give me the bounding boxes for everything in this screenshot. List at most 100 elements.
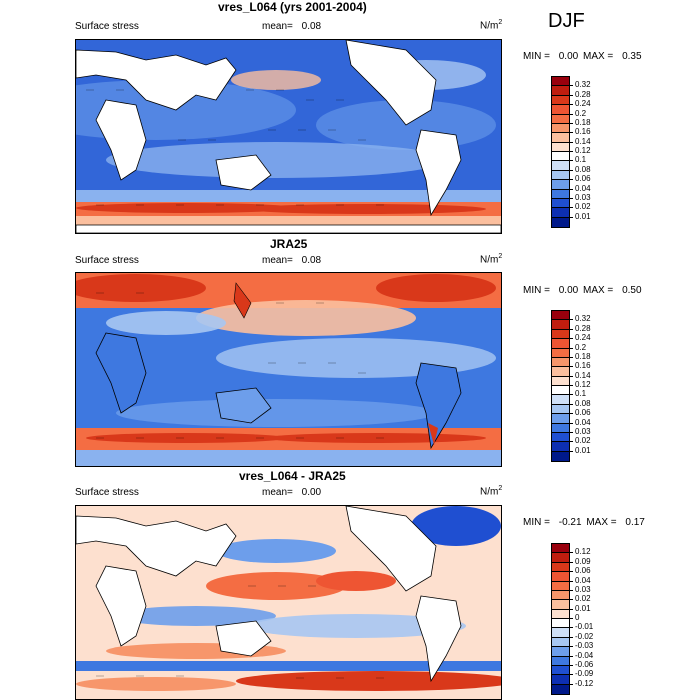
colorbar-tick-label: -0.12 (575, 678, 594, 688)
panel-1-max-label: MAX = (582, 51, 614, 62)
panel-2-title: JRA25 (270, 237, 308, 251)
colorbar-segment (552, 77, 569, 87)
panel-3-min-label: MIN = (523, 517, 550, 528)
colorbar-segment (552, 637, 569, 648)
colorbar-tick-mark (569, 580, 573, 582)
colorbar-tick-mark (569, 328, 573, 330)
colorbar-tick-label: 0.04 (575, 575, 591, 585)
colorbar-tick-label: 0.04 (575, 417, 591, 427)
colorbar-tick-mark (569, 113, 573, 115)
colorbar-segment (552, 142, 569, 152)
colorbar-segment (552, 451, 569, 461)
panel-3-max-label: MAX = (586, 517, 617, 528)
colorbar-tick-label: 0.04 (575, 183, 591, 193)
colorbar-tick-mark (569, 552, 573, 554)
colorbar-segment (552, 432, 569, 443)
colorbar-segment (552, 665, 569, 676)
colorbar-tick-mark (569, 422, 573, 424)
panel-1-map (75, 39, 502, 234)
colorbar-tick-mark (569, 441, 573, 443)
panel-2-map (75, 272, 502, 467)
colorbar-segment (552, 311, 569, 321)
panel-1-title: vres_L064 (yrs 2001-2004) (218, 0, 367, 14)
colorbar-tick-mark (569, 627, 573, 629)
panel-2-mean-value: 0.08 (301, 255, 322, 266)
colorbar-tick-mark (569, 571, 573, 573)
colorbar-tick-mark (569, 655, 573, 657)
colorbar-tick-mark (569, 216, 573, 218)
colorbar-tick-mark (569, 385, 573, 386)
colorbar-segment (552, 133, 569, 143)
panel-2-min-value: 0.00 (558, 285, 579, 296)
panel-3-map (75, 505, 502, 700)
colorbar-tick-label: 0.28 (575, 323, 591, 333)
panel-3-colorbar (551, 543, 570, 695)
panel-3-mean-value: 0.00 (301, 487, 322, 498)
colorbar-segment (552, 86, 569, 96)
panel-1-mean-value: 0.08 (301, 21, 322, 32)
panel-1-mean-label: mean= (262, 21, 293, 32)
colorbar-tick-mark (569, 319, 573, 321)
colorbar-tick-mark (569, 394, 573, 396)
colorbar-tick-label: 0.1 (575, 155, 587, 165)
panel-3-variable-label: Surface stress (75, 487, 139, 498)
panel-3-title: vres_L064 - JRA25 (239, 469, 346, 483)
panel-1-mean: mean= 0.08 (262, 21, 321, 32)
panel-3-min-value: -0.21 (558, 517, 582, 528)
colorbar-segment (552, 386, 569, 396)
colorbar-tick-mark (569, 338, 573, 340)
colorbar-segment (552, 114, 569, 124)
panel-2-units-exp: 2 (498, 253, 503, 260)
colorbar-tick-label: 0.16 (575, 361, 591, 371)
colorbar-tick-mark (569, 646, 573, 648)
colorbar-tick-mark (569, 589, 573, 591)
colorbar-tick-mark (569, 413, 573, 415)
colorbar-segment (552, 161, 569, 171)
panel-1-map-field (76, 40, 501, 233)
colorbar-segment (552, 217, 569, 227)
panel-1-variable-label: Surface stress (75, 21, 139, 32)
panel-1-units: N/m2 (480, 19, 502, 31)
colorbar-tick-mark (569, 169, 573, 171)
colorbar-tick-mark (569, 683, 573, 685)
colorbar-segment (552, 600, 569, 610)
colorbar-segment (552, 647, 569, 657)
colorbar-segment (552, 198, 569, 209)
panel-3-units-base: N/m (480, 486, 499, 498)
colorbar-segment (552, 684, 569, 694)
colorbar-segment (552, 442, 569, 452)
colorbar-tick-label: 0 (575, 613, 580, 622)
colorbar-tick-label: 0.24 (575, 99, 591, 109)
colorbar-tick-label: -0.03 (575, 641, 594, 651)
colorbar-tick-mark (569, 122, 573, 124)
panel-3-units-exp: 2 (498, 485, 503, 492)
colorbar-tick-label: 0.03 (575, 426, 591, 436)
colorbar-tick-mark (569, 366, 573, 368)
colorbar-tick-label: 0.2 (575, 108, 587, 118)
colorbar-tick-mark (569, 403, 573, 405)
colorbar-tick-label: 0.12 (575, 380, 591, 389)
colorbar-tick-mark (569, 347, 573, 349)
panel-2-mean-label: mean= (262, 255, 293, 266)
panel-2-variable-label: Surface stress (75, 255, 139, 266)
colorbar-segment (552, 123, 569, 134)
colorbar-tick-mark (569, 618, 573, 619)
colorbar-tick-mark (569, 636, 573, 638)
colorbar-segment (552, 320, 569, 330)
panel-2-units-base: N/m (480, 254, 499, 266)
colorbar-tick-label: 0.14 (575, 136, 591, 146)
colorbar-tick-label: 0.01 (575, 445, 591, 455)
colorbar-segment (552, 656, 569, 666)
colorbar-segment (552, 180, 569, 190)
colorbar-tick-label: 0.06 (575, 566, 591, 576)
colorbar-tick-mark (569, 197, 573, 199)
colorbar-tick-mark (569, 188, 573, 190)
colorbar-segment (552, 105, 569, 115)
panel-2-min-max: MIN = 0.00 MAX = 0.50 (523, 285, 642, 296)
colorbar-tick-mark (569, 151, 573, 152)
colorbar-tick-label: 0.09 (575, 556, 591, 566)
colorbar-tick-mark (569, 132, 573, 134)
colorbar-tick-mark (569, 664, 573, 666)
colorbar-segment (552, 423, 569, 433)
colorbar-tick-label: 0.08 (575, 164, 591, 174)
